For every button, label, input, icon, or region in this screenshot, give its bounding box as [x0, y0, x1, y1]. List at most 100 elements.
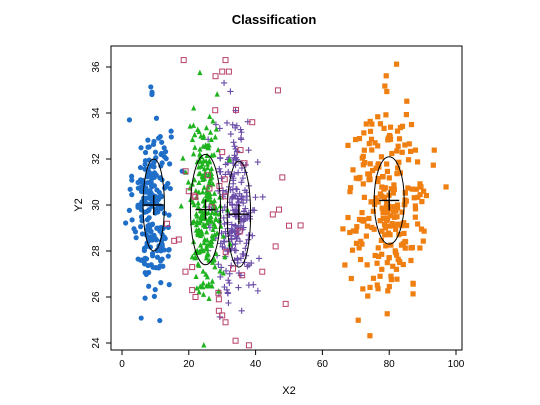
circle-point — [135, 185, 141, 191]
triangle-point — [200, 268, 206, 274]
triangle-point — [198, 218, 204, 224]
square-open-point — [222, 249, 229, 256]
square-filled-point — [399, 123, 406, 129]
y-tick-label: 36 — [91, 61, 102, 73]
square-open-point — [192, 194, 199, 201]
circle-point — [154, 254, 161, 260]
square-filled-point — [374, 198, 380, 204]
plus-point — [234, 256, 241, 263]
plus-point — [221, 220, 228, 228]
square-filled-point — [357, 256, 364, 263]
triangle-point — [214, 91, 220, 97]
square-filled-point — [366, 172, 373, 178]
square-filled-point — [369, 121, 375, 127]
square-filled-point — [415, 221, 421, 227]
plus-point — [216, 125, 223, 132]
square-filled-point — [354, 224, 360, 230]
square-filled-point — [350, 228, 357, 234]
plus-point — [249, 232, 256, 239]
square-filled-point — [399, 149, 405, 155]
triangle-point — [200, 280, 206, 286]
square-filled-point — [373, 195, 379, 201]
square-filled-point — [368, 136, 375, 142]
square-filled-point — [390, 263, 396, 269]
square-filled-point — [402, 189, 408, 196]
square-filled-point — [393, 250, 399, 256]
square-filled-point — [387, 124, 394, 130]
plus-point — [216, 168, 223, 175]
circle-point — [148, 193, 154, 199]
circle-point — [126, 117, 133, 123]
square-open-point — [279, 174, 286, 181]
square-open-point — [191, 192, 198, 199]
circle-point — [153, 199, 159, 205]
square-filled-point — [395, 165, 401, 171]
triangle-point — [194, 218, 200, 224]
triangle-point — [208, 213, 214, 220]
square-filled-point — [363, 233, 369, 239]
square-open-point — [236, 228, 243, 235]
plus-point — [218, 175, 225, 182]
square-filled-point — [369, 224, 375, 231]
plus-point — [225, 299, 232, 307]
circle-point — [179, 168, 185, 174]
square-open-point — [286, 222, 292, 229]
square-open-point — [269, 211, 276, 218]
triangle-point — [196, 164, 202, 170]
square-filled-point — [379, 266, 385, 272]
square-filled-point — [386, 132, 393, 139]
x-axis-title: X2 — [282, 385, 295, 397]
y-tick-label: 26 — [91, 291, 102, 303]
triangle-point — [227, 240, 233, 247]
plus-point — [230, 139, 237, 146]
y-tick-label: 30 — [91, 199, 102, 211]
triangle-point — [208, 242, 215, 248]
plus-point — [227, 130, 234, 138]
square-filled-point — [390, 190, 396, 196]
square-open-point — [233, 106, 240, 113]
square-filled-point — [384, 88, 390, 95]
plus-point — [217, 155, 224, 162]
triangle-point — [213, 216, 219, 222]
square-filled-point — [404, 222, 410, 229]
square-filled-point — [399, 209, 405, 215]
triangle-point — [210, 180, 216, 187]
triangle-point — [222, 253, 228, 260]
circle-point — [131, 226, 137, 232]
plus-point — [259, 193, 266, 201]
square-filled-point — [388, 273, 394, 279]
triangle-point — [195, 227, 202, 233]
square-filled-point — [364, 223, 370, 229]
square-filled-point — [374, 260, 380, 266]
square-open-point — [219, 312, 226, 319]
triangle-point — [195, 204, 202, 210]
class-ellipse — [189, 153, 222, 266]
circle-point — [148, 163, 154, 169]
square-filled-point — [431, 147, 437, 153]
square-filled-point — [418, 226, 425, 232]
circle-point — [165, 180, 171, 187]
circle-point — [138, 315, 144, 321]
square-open-point — [215, 307, 222, 314]
square-filled-point — [379, 228, 385, 234]
circle-point — [155, 135, 162, 141]
plus-point — [232, 240, 239, 247]
y-axis-title: Y2 — [73, 198, 85, 211]
plus-point — [224, 248, 231, 255]
triangle-point — [205, 209, 212, 216]
plus-point — [232, 185, 240, 192]
square-open-point — [206, 185, 213, 192]
square-filled-point — [421, 188, 427, 194]
circle-point — [163, 155, 169, 162]
confidence-ellipses — [142, 153, 405, 268]
triangle-point — [200, 176, 206, 182]
square-filled-point — [370, 208, 376, 214]
triangle-point — [204, 237, 210, 243]
triangle-point — [204, 245, 210, 251]
plus-point — [239, 250, 246, 258]
triangle-point — [196, 289, 202, 295]
plus-point — [217, 273, 224, 281]
square-filled-point — [414, 159, 421, 165]
square-filled-point — [378, 154, 385, 160]
circle-point — [167, 161, 173, 167]
